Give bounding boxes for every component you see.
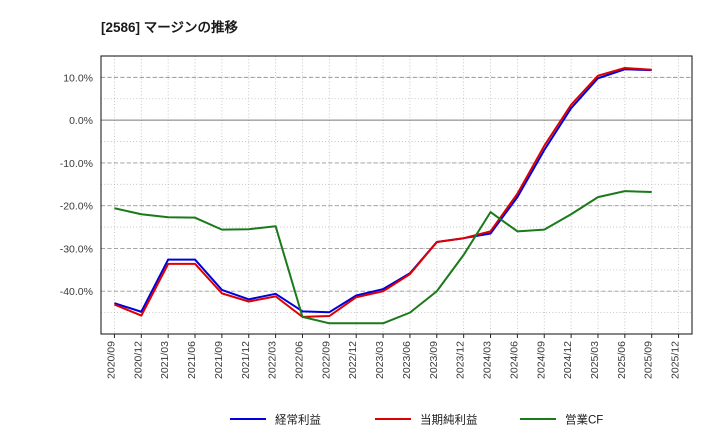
x-axis-tick-label: 2022/12 bbox=[347, 341, 359, 379]
legend-label-営業CF: 営業CF bbox=[565, 413, 603, 427]
x-axis-tick-label: 2024/12 bbox=[562, 341, 574, 379]
x-axis-tick-label: 2021/12 bbox=[240, 341, 252, 379]
y-axis-tick-label: -30.0% bbox=[60, 243, 93, 255]
series-line-営業CF bbox=[114, 190, 652, 325]
x-axis-tick-label: 2023/06 bbox=[401, 341, 413, 379]
x-axis-tick-labels: 2020/09 2020/12 2021/03 2021/06 2021/09 2021/… bbox=[105, 334, 682, 379]
x-axis-tick-label: 2024/09 bbox=[535, 341, 547, 379]
plot-frame bbox=[100, 55, 693, 335]
x-axis-tick-label: 2022/09 bbox=[320, 341, 332, 379]
x-axis-tick-label: 2021/09 bbox=[213, 341, 225, 379]
x-axis-tick-label: 2023/12 bbox=[455, 341, 467, 379]
x-axis-tick-label: 2021/06 bbox=[186, 341, 198, 379]
x-axis-tick-label: 2025/09 bbox=[643, 341, 655, 379]
y-axis-tick-label: 10.0% bbox=[63, 72, 93, 84]
x-axis-tick-label: 2020/09 bbox=[105, 341, 117, 379]
legend-label-経常利益: 経常利益 bbox=[275, 413, 321, 427]
x-axis-tick-label: 2022/03 bbox=[267, 341, 279, 379]
x-axis-tick-label: 2023/03 bbox=[374, 341, 386, 379]
x-axis-tick-label: 2024/03 bbox=[482, 341, 494, 379]
legend-label-当期純利益: 当期純利益 bbox=[420, 413, 478, 427]
y-axis-tick-label: -20.0% bbox=[60, 201, 93, 213]
x-axis-tick-label: 2022/06 bbox=[293, 341, 305, 379]
chart-legend: 経常利益 当期純利益 営業CF bbox=[230, 413, 603, 427]
y-axis-tick-labels: 10.0% 0.0% -10.0% -20.0% -30.0% -40.0% bbox=[60, 72, 93, 298]
y-axis-tick-label: -40.0% bbox=[60, 286, 93, 298]
x-axis-tick-label: 2025/03 bbox=[589, 341, 601, 379]
x-axis-tick-label: 2025/12 bbox=[670, 341, 682, 379]
y-axis-tick-label: 0.0% bbox=[69, 115, 93, 127]
data-series-group bbox=[114, 66, 652, 325]
x-axis-tick-label: 2025/06 bbox=[616, 341, 628, 379]
x-axis-tick-label: 2023/09 bbox=[428, 341, 440, 379]
major-gridlines bbox=[101, 76, 692, 292]
x-axis-tick-label: 2020/12 bbox=[132, 341, 144, 379]
x-axis-tick-label: 2024/06 bbox=[508, 341, 520, 379]
x-axis-tick-label: 2021/03 bbox=[159, 341, 171, 379]
y-axis-tick-label: -10.0% bbox=[60, 158, 93, 170]
chart-title: [2586] マージンの推移 bbox=[101, 19, 239, 35]
series-line-当期純利益 bbox=[114, 66, 652, 318]
series-line-経常利益 bbox=[114, 68, 652, 314]
